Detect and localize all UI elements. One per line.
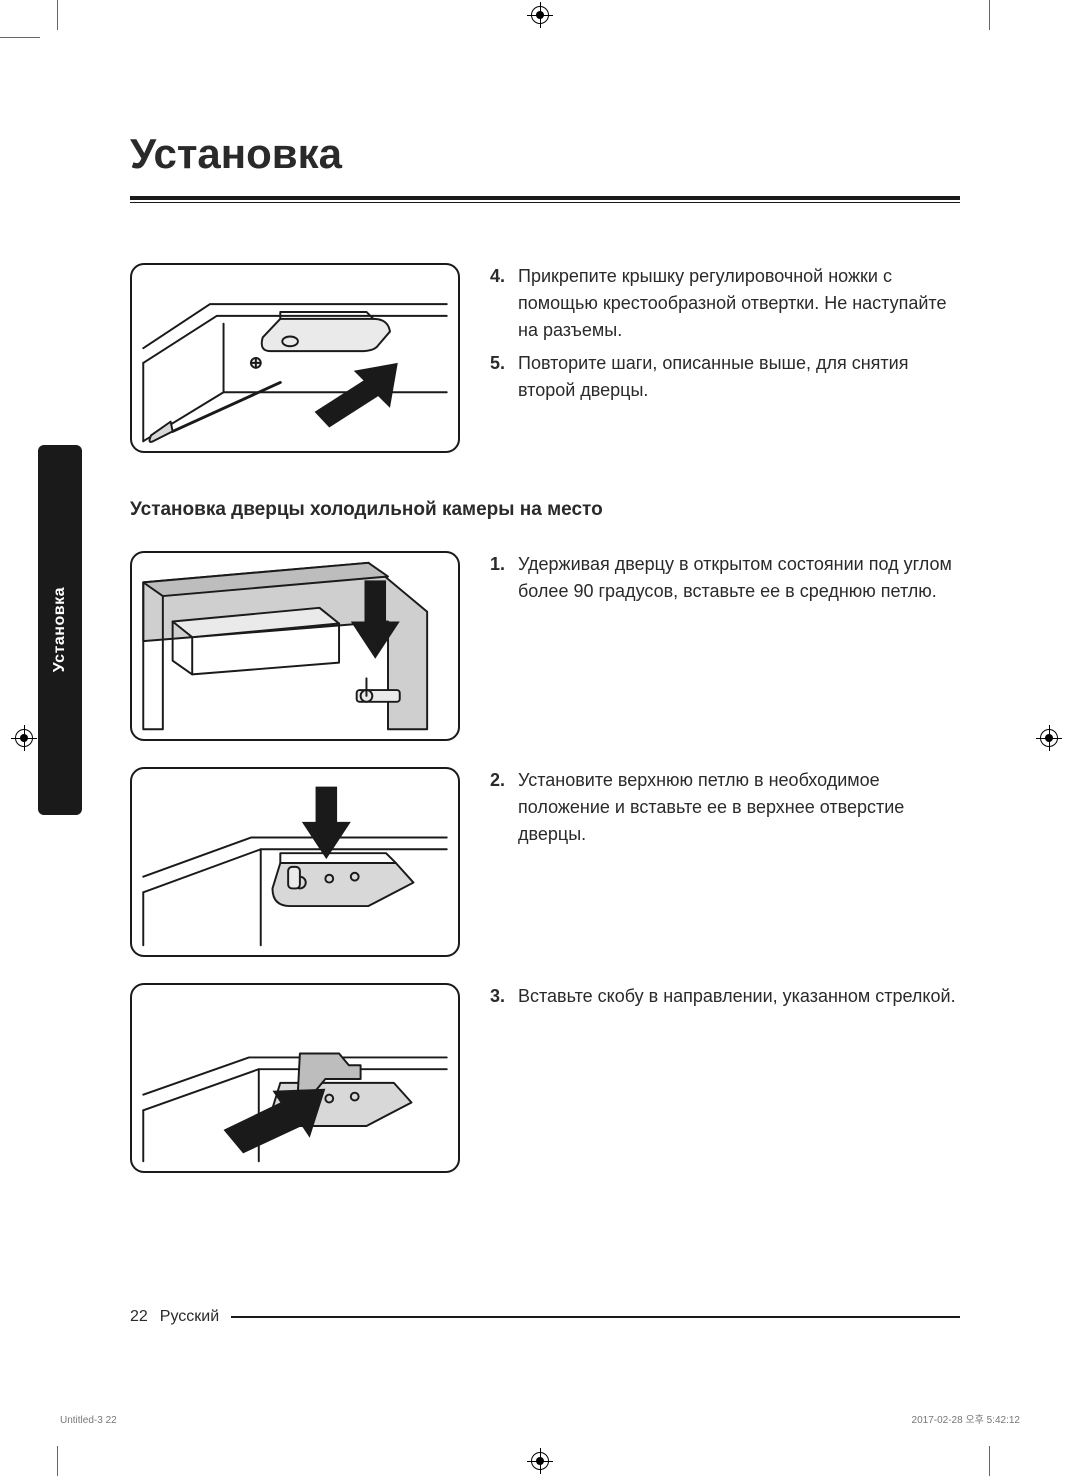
print-slug-left: Untitled-3 22 — [60, 1415, 117, 1426]
step-item: 5. Повторите шаги, описанные выше, для с… — [490, 350, 960, 404]
crop-mark — [0, 37, 40, 38]
steps-list: 4. Прикрепите крышку регулировочной ножк… — [490, 263, 960, 410]
step-item: 4. Прикрепите крышку регулировочной ножк… — [490, 263, 960, 344]
figure-svg — [132, 265, 458, 451]
step-number: 4. — [490, 263, 505, 290]
figure-door-insert-hinge — [130, 551, 460, 741]
step-text: Удерживая дверцу в открытом состоянии по… — [518, 554, 952, 601]
footer-language: Русский — [160, 1308, 219, 1326]
title-rule — [130, 202, 960, 203]
page-number: 22 — [130, 1308, 148, 1326]
registration-mark-icon — [1040, 729, 1058, 747]
registration-mark-icon — [15, 729, 33, 747]
title-rule — [130, 196, 960, 200]
steps-list: 3. Вставьте скобу в направлении, указанн… — [490, 983, 960, 1016]
step-text: Вставьте скобу в направлении, указанном … — [518, 986, 956, 1006]
steps-list: 2. Установите верхнюю петлю в необходимо… — [490, 767, 960, 854]
content-area: Установка — [130, 130, 960, 1173]
figure-svg — [132, 985, 458, 1171]
section-tab-label: Установка — [51, 587, 69, 672]
figure-svg — [132, 769, 458, 955]
page-footer: 22 Русский — [130, 1308, 960, 1326]
section-tab: Установка — [38, 445, 82, 815]
step-number: 5. — [490, 350, 505, 377]
step-number: 1. — [490, 551, 505, 578]
figure-screwdriver-cover — [130, 263, 460, 453]
crop-mark — [989, 0, 990, 30]
print-slug-right: 2017-02-28 오후 5:42:12 — [912, 1411, 1020, 1426]
step-text: Повторите шаги, описанные выше, для снят… — [518, 353, 908, 400]
body-grid: 4. Прикрепите крышку регулировочной ножк… — [130, 263, 960, 1173]
page: Установка Установка — [0, 0, 1080, 1476]
step-number: 2. — [490, 767, 505, 794]
step-item: 3. Вставьте скобу в направлении, указанн… — [490, 983, 960, 1010]
figure-svg — [132, 553, 458, 739]
registration-mark-icon — [531, 6, 549, 24]
figure-bracket-insert — [130, 983, 460, 1173]
subheading: Установка дверцы холодильной камеры на м… — [130, 499, 960, 521]
footer-rule — [231, 1316, 960, 1318]
steps-list: 1. Удерживая дверцу в открытом состоянии… — [490, 551, 960, 611]
crop-mark — [57, 0, 58, 30]
crop-mark — [989, 1446, 990, 1476]
page-title: Установка — [130, 130, 960, 188]
step-text: Установите верхнюю петлю в необходимое п… — [518, 770, 904, 844]
crop-mark — [57, 1446, 58, 1476]
step-text: Прикрепите крышку регулировочной ножки с… — [518, 266, 946, 340]
step-item: 2. Установите верхнюю петлю в необходимо… — [490, 767, 960, 848]
step-item: 1. Удерживая дверцу в открытом состоянии… — [490, 551, 960, 605]
step-number: 3. — [490, 983, 505, 1010]
registration-mark-icon — [531, 1452, 549, 1470]
figure-top-hinge-place — [130, 767, 460, 957]
